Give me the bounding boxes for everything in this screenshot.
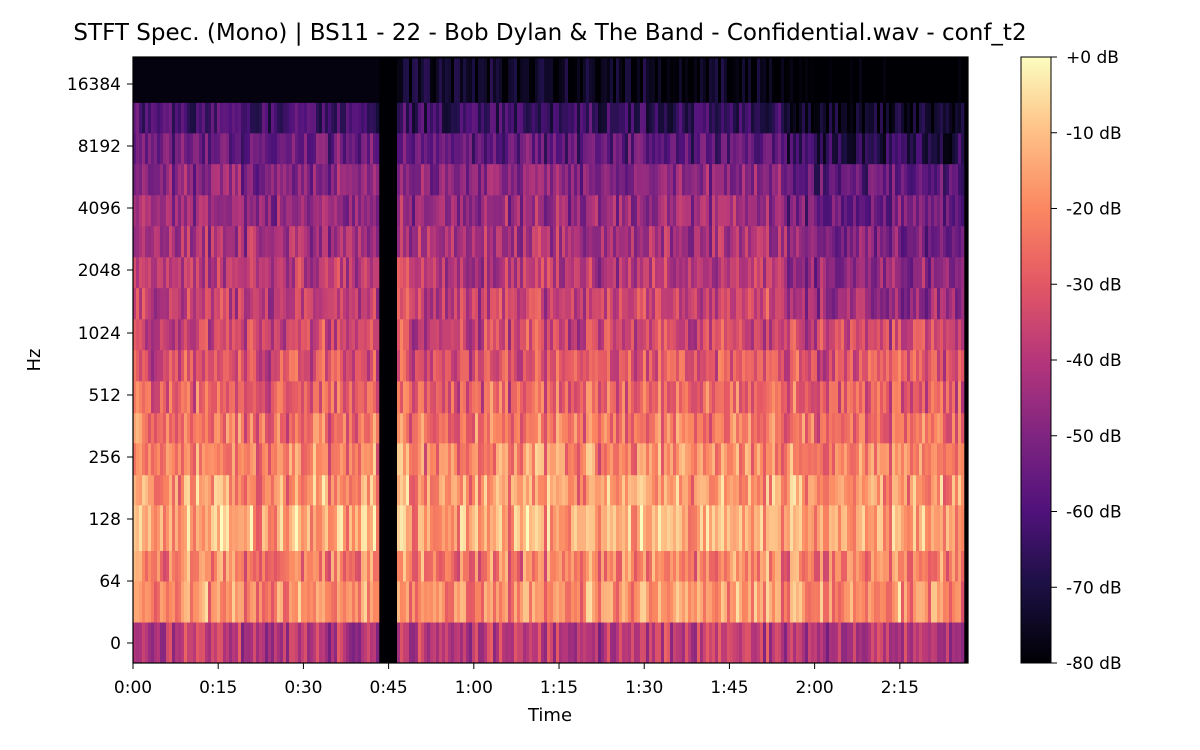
chart-title: STFT Spec. (Mono) | BS11 - 22 - Bob Dyla… (73, 20, 1027, 46)
colorbar-ticks: +0 dB -10 dB -20 dB -30 dB -40 dB -50 dB -60 d… (1051, 48, 1122, 674)
colorbar-tick-label: -40 dB (1066, 351, 1122, 371)
y-axis-label: Hz (24, 349, 45, 372)
y-tick-label: 8192 (78, 137, 121, 157)
x-tick-label: 1:30 (625, 678, 663, 698)
x-tick-label: 0:00 (114, 678, 152, 698)
x-tick-label: 0:45 (370, 678, 408, 698)
x-tick-label: 1:00 (455, 678, 493, 698)
x-axis-label: Time (527, 705, 572, 726)
colorbar-tick-label: -50 dB (1066, 427, 1122, 447)
y-tick-label: 2048 (78, 261, 121, 281)
colorbar-tick-label: -20 dB (1066, 200, 1122, 220)
x-axis: 0:00 0:15 0:30 0:45 1:00 1:15 1:30 1:45 2:00 2:15 (114, 663, 919, 698)
x-tick-label: 0:30 (284, 678, 322, 698)
y-tick-label: 16384 (67, 75, 121, 95)
colorbar-tick-label: +0 dB (1066, 48, 1119, 68)
spectrogram-image (133, 57, 968, 663)
x-tick-label: 1:45 (710, 678, 748, 698)
colorbar (1020, 56, 1052, 664)
x-tick-label: 2:00 (796, 678, 834, 698)
x-tick-label: 2:15 (881, 678, 919, 698)
plot-frame (132, 56, 969, 664)
colorbar-tick-label: -70 dB (1066, 578, 1122, 598)
colorbar-tick-label: -80 dB (1066, 654, 1122, 674)
y-axis: 0 64 128 256 512 1024 2048 4096 8192 16384 (67, 75, 133, 654)
colorbar-tick-label: -30 dB (1066, 275, 1122, 295)
y-tick-label: 1024 (78, 324, 121, 344)
y-tick-label: 512 (89, 386, 121, 406)
colorbar-tick-label: -10 dB (1066, 124, 1122, 144)
x-tick-label: 0:15 (199, 678, 237, 698)
y-tick-label: 128 (89, 510, 121, 530)
colorbar-tick-label: -60 dB (1066, 503, 1122, 523)
y-tick-label: 256 (89, 448, 121, 468)
x-tick-label: 1:15 (540, 678, 578, 698)
y-tick-label: 4096 (78, 199, 121, 219)
y-tick-label: 64 (99, 572, 121, 592)
y-tick-label: 0 (110, 634, 121, 654)
